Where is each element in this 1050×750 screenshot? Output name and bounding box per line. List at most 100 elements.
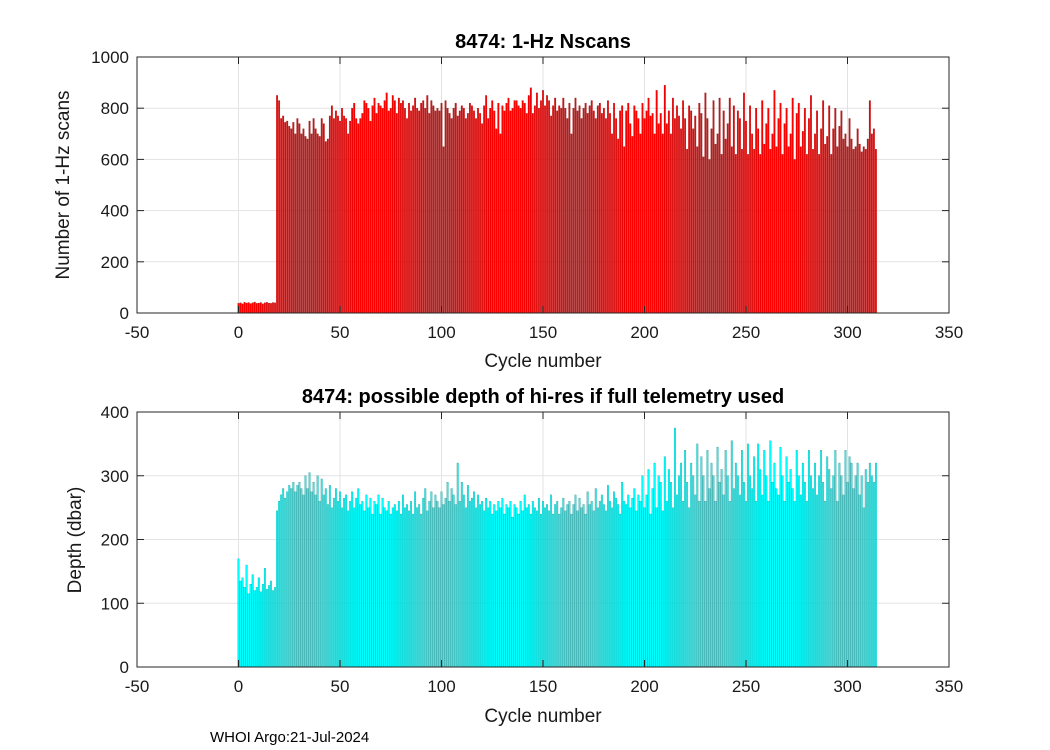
bar [531,113,534,314]
bar [690,462,693,668]
bar [694,115,697,314]
bar [517,513,520,668]
bar [302,494,305,668]
bar [259,302,262,314]
bar [446,482,449,668]
bar [489,108,492,314]
x-tick-label: 250 [732,677,760,696]
x-tick-label: 300 [833,677,861,696]
bar [716,446,719,668]
bar [828,469,831,668]
bar [255,303,258,314]
bar [298,482,301,668]
bar [801,462,804,668]
bar [596,507,599,668]
bar [241,577,244,668]
bar [572,108,575,314]
bar [381,497,384,668]
bar [274,587,276,668]
bar [816,494,818,668]
bar [659,113,662,314]
bar [464,118,467,314]
bar [633,105,636,314]
bar [623,501,626,668]
bar [418,110,421,314]
bar [312,118,315,314]
bar [533,507,536,668]
bar [676,494,678,668]
bar [379,513,382,668]
bar [643,118,646,314]
bar [773,90,776,314]
bar [799,494,802,668]
chart-title: 8474: 1-Hz Nscans [455,31,631,53]
bar [357,488,360,668]
bar [872,482,875,668]
bar [495,128,498,314]
bar [684,118,687,314]
bar [466,113,469,314]
bar [505,504,508,668]
bar [513,504,516,668]
bar [874,149,877,314]
bar [801,131,804,314]
bar [680,462,682,668]
bar [430,491,433,668]
bar [769,149,772,314]
bar [688,507,691,668]
bar [349,120,352,314]
bar [582,108,585,314]
bar [741,149,743,314]
bar [627,494,630,668]
bar [259,591,262,668]
bar [564,510,567,668]
bar [781,154,784,314]
bar [343,115,345,314]
bar [454,102,457,314]
bar [627,102,630,314]
bar [406,504,408,668]
bar [393,100,396,314]
bar [328,115,331,314]
bar [296,485,299,668]
bar [519,501,522,668]
bar [251,302,254,314]
bar [416,108,419,314]
bar [375,113,378,314]
bar [276,510,279,668]
bar [359,118,362,314]
bar [686,149,689,314]
bar [874,462,877,668]
bar [554,97,557,314]
bar [767,501,770,668]
bar [452,108,455,314]
bar [332,118,335,314]
bar [475,118,477,314]
bar [834,450,837,668]
bar [460,105,463,314]
bar [781,475,784,668]
footer-credit: WHOI Argo:21-Jul-2024 [210,729,369,746]
bar [310,491,313,668]
bar [625,110,628,314]
bar [326,504,329,668]
bar [708,159,711,314]
bar [286,120,289,314]
bar [777,118,780,314]
bar [810,95,812,314]
bar [265,589,268,668]
bar [552,105,555,314]
bar [491,100,494,314]
bar [420,102,423,314]
bar [328,485,331,668]
bar [438,110,441,314]
bar [540,100,542,314]
bar [542,90,544,314]
bar [598,102,601,314]
bar [596,105,599,314]
bar [276,95,279,314]
bar [247,302,250,314]
bar [320,478,323,668]
bar [377,102,380,314]
bar [523,102,526,314]
